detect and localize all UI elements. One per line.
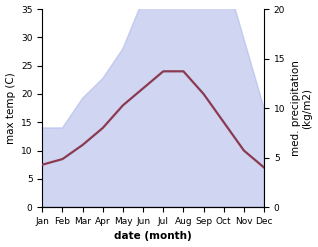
X-axis label: date (month): date (month) [114,231,192,242]
Y-axis label: med. precipitation
(kg/m2): med. precipitation (kg/m2) [291,60,313,156]
Y-axis label: max temp (C): max temp (C) [5,72,16,144]
